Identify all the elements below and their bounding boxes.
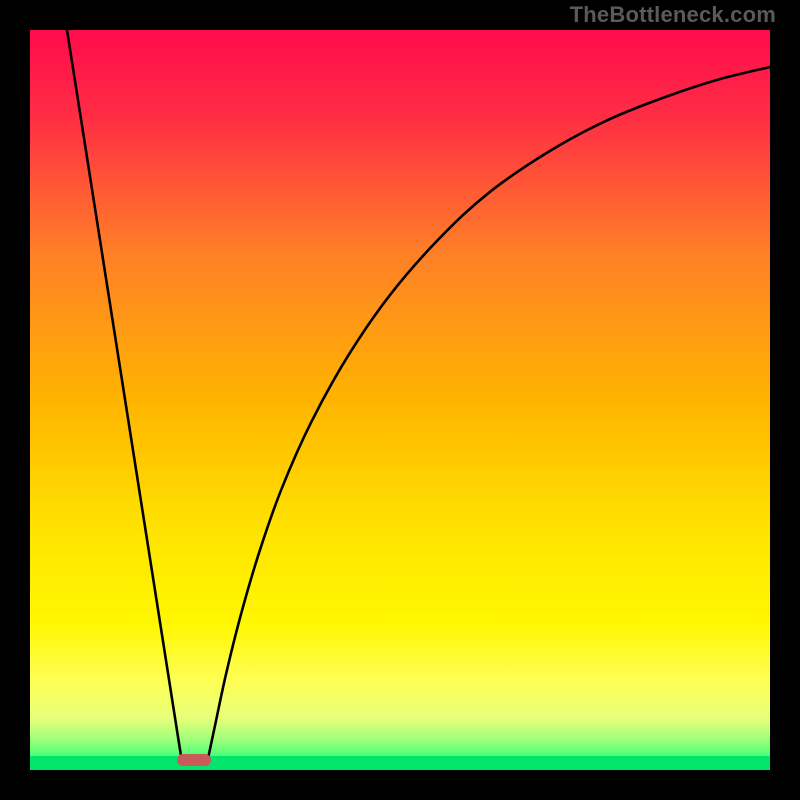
bottleneck-marker — [177, 754, 211, 766]
right-log-branch — [208, 67, 770, 760]
curve-layer — [30, 30, 770, 770]
watermark-text: TheBottleneck.com — [570, 2, 776, 28]
chart-frame: TheBottleneck.com — [0, 0, 800, 800]
left-v-branch — [67, 30, 182, 760]
plot-area — [30, 30, 770, 770]
